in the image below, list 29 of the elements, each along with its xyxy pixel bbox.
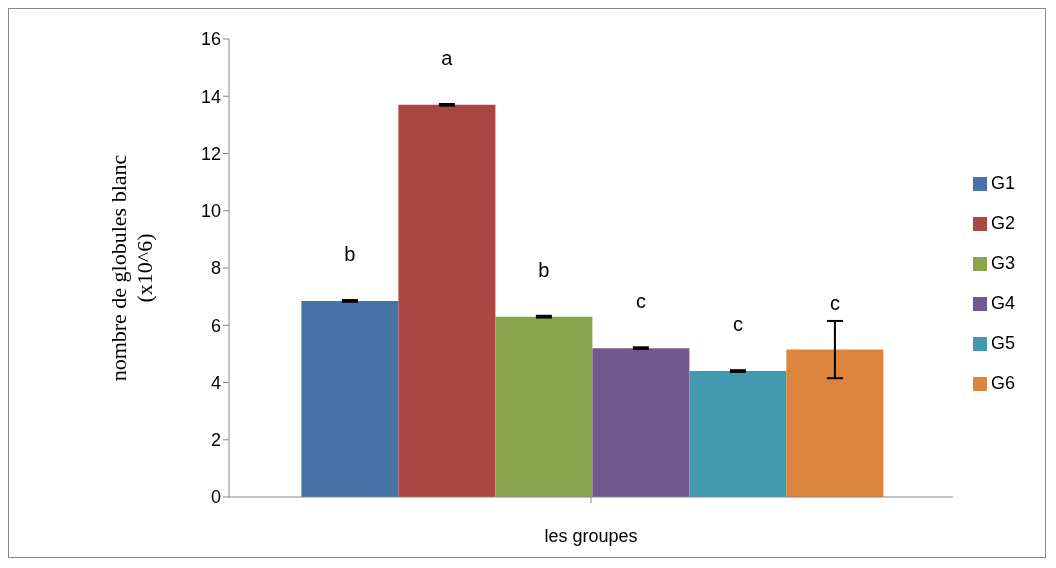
y-tick-label: 0	[210, 487, 221, 508]
y-tick-label: 4	[210, 372, 221, 393]
y-tick-label: 12	[200, 143, 221, 164]
legend-label: G4	[990, 293, 1015, 313]
y-tick-label: 6	[210, 315, 221, 336]
y-axis-title: nombre de globules blanc (x10^6)	[106, 154, 157, 382]
bar	[398, 104, 496, 497]
y-tick-label: 14	[200, 86, 221, 107]
legend-label: G6	[990, 373, 1015, 393]
legend-label: G5	[990, 333, 1015, 353]
annotation: c	[829, 291, 840, 314]
annotation: b	[538, 258, 550, 281]
annotation: c	[635, 290, 646, 313]
legend-label: G2	[990, 213, 1015, 233]
bar	[786, 349, 884, 497]
legend-label: G3	[990, 253, 1015, 273]
annotation: a	[441, 46, 454, 69]
annotation: c	[732, 313, 743, 336]
y-tick-label: 16	[200, 29, 221, 50]
bar	[689, 371, 787, 497]
x-axis-title: les groupes	[544, 526, 638, 546]
y-tick-label: 8	[210, 258, 221, 279]
bar	[495, 316, 593, 497]
y-tick-label: 2	[210, 430, 221, 451]
bar	[592, 348, 690, 497]
bar	[301, 300, 399, 497]
y-tick-label: 10	[200, 201, 221, 222]
annotation: b	[344, 242, 356, 265]
legend-label: G1	[990, 173, 1015, 193]
